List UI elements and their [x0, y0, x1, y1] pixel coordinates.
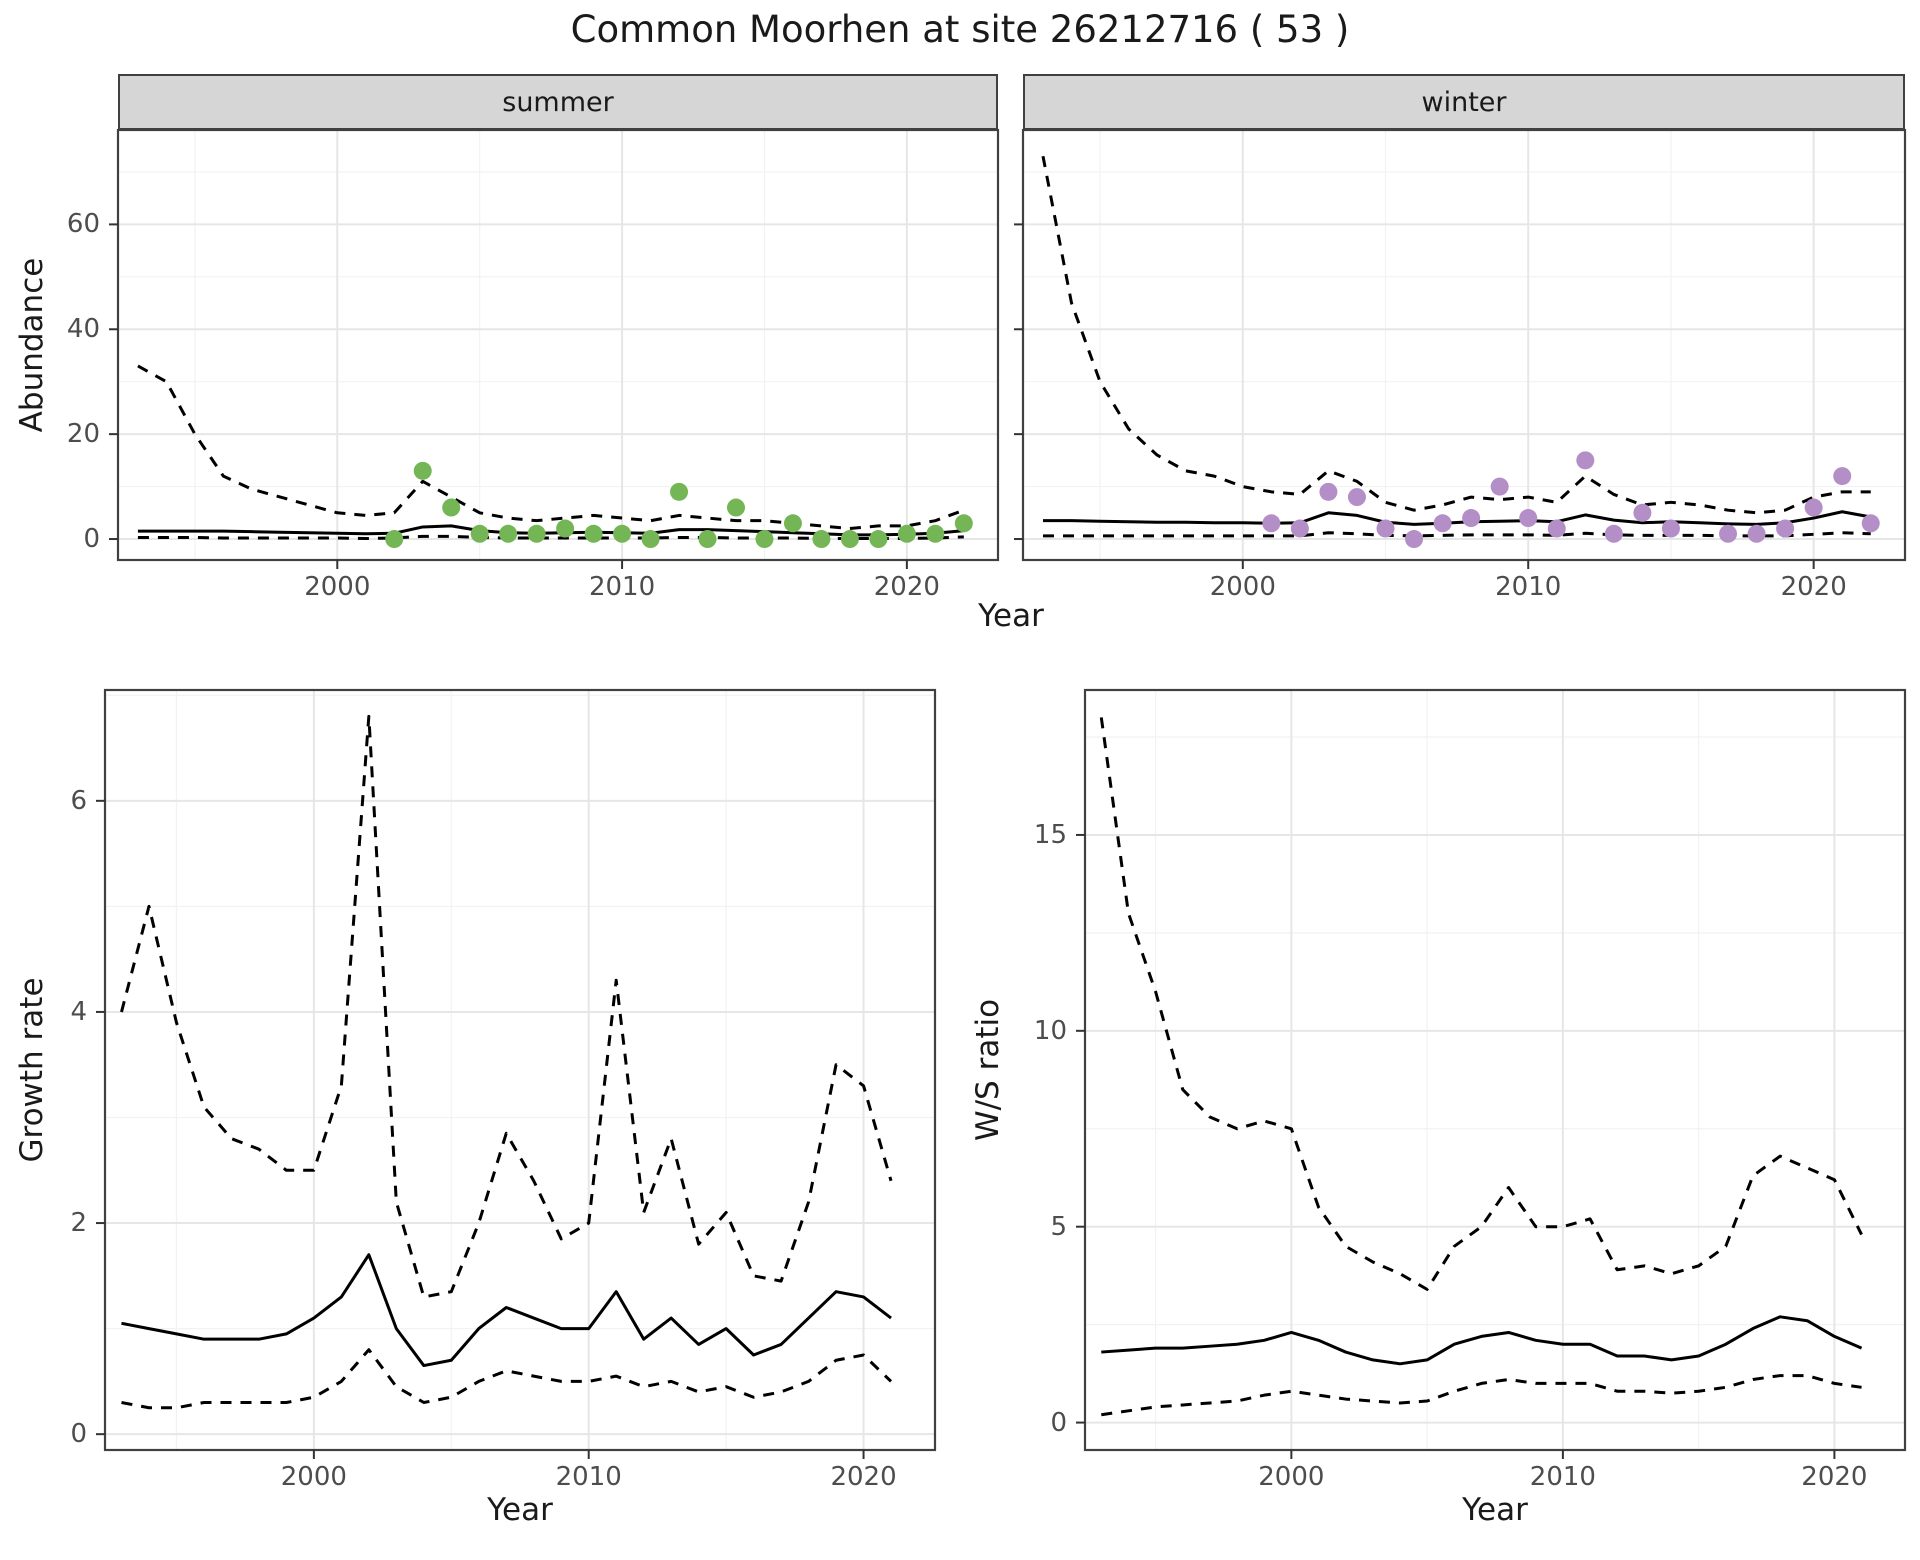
- facet-strip-winter: winter: [1023, 74, 1905, 130]
- growth-rate-lower-ci-line: [121, 1348, 893, 1410]
- x-tick-label: 2020: [830, 1462, 897, 1492]
- facet-strip-summer-label: summer: [502, 86, 614, 118]
- x-tick-label: 2010: [1529, 1462, 1596, 1492]
- x-axis-label-ws-ratio: Year: [1462, 1492, 1528, 1528]
- x-tick-label: 2000: [1258, 1462, 1325, 1492]
- facet-strip-winter-label: winter: [1421, 86, 1507, 118]
- abundance-summer-observed-summer-points: [385, 461, 973, 549]
- y-tick-label: 5: [1050, 1211, 1067, 1242]
- ws-ratio-mean-line: [1101, 1315, 1863, 1366]
- y-tick-label: 40: [66, 314, 100, 345]
- abundance-winter-observed-winter-points: [1262, 451, 1880, 549]
- y-tick-label: 10: [1033, 1015, 1067, 1046]
- y-tick-label: 0: [70, 1419, 87, 1450]
- growth-rate-upper-ci-line: [120, 714, 893, 1299]
- abundance-winter-mean-line: [1042, 510, 1872, 526]
- y-tick-label: 20: [66, 419, 100, 450]
- x-tick-label: 2020: [873, 572, 940, 602]
- x-tick-label: 2010: [1495, 572, 1562, 602]
- ws-ratio-upper-ci-line: [1099, 717, 1863, 1291]
- growth-rate-plot: [96, 688, 937, 1459]
- x-axis-label-top: Year: [978, 598, 1044, 634]
- abundance-winter-plot: [1014, 128, 1907, 569]
- x-tick-label: 2000: [280, 1462, 347, 1492]
- x-axis-label-growth-rate: Year: [487, 1492, 553, 1528]
- y-axis-label-abundance: Abundance: [14, 257, 50, 433]
- x-tick-label: 2000: [1209, 572, 1276, 602]
- x-tick-label: 2010: [588, 572, 656, 602]
- x-tick-label: 2020: [1801, 1462, 1868, 1492]
- growth-rate-mean-line: [121, 1253, 892, 1368]
- y-tick-label: 0: [83, 524, 100, 555]
- ws-ratio-lower-ci-line: [1101, 1374, 1862, 1417]
- y-tick-label: 60: [66, 209, 100, 240]
- x-tick-label: 2010: [555, 1462, 622, 1492]
- facet-strip-summer: summer: [118, 74, 998, 130]
- chart-title: Common Moorhen at site 26212716 ( 53 ): [570, 8, 1350, 51]
- y-tick-label: 0: [1050, 1407, 1067, 1438]
- y-tick-label: 4: [70, 996, 87, 1027]
- y-tick-label: 15: [1033, 819, 1067, 850]
- abundance-winter-upper-ci-line: [1041, 155, 1871, 515]
- y-tick-label: 6: [70, 785, 87, 816]
- ws-ratio-plot: [1076, 688, 1907, 1459]
- y-tick-label: 2: [70, 1208, 87, 1239]
- abundance-summer-plot: [109, 128, 1000, 569]
- x-tick-label: 2000: [304, 572, 371, 602]
- x-tick-label: 2020: [1780, 572, 1847, 602]
